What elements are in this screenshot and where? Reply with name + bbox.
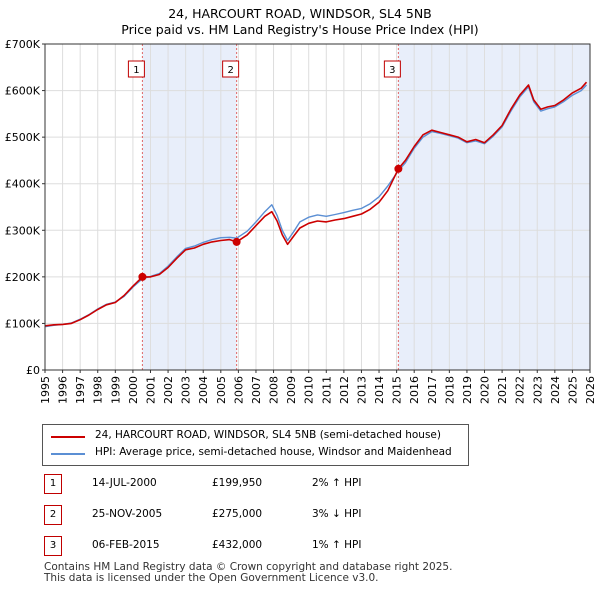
x-tick-label: 2002 xyxy=(162,376,175,404)
x-tick-label: 2015 xyxy=(391,376,404,404)
x-tick-label: 1999 xyxy=(109,376,122,404)
x-tick-label: 2008 xyxy=(268,376,281,404)
chart-subtitle: Price paid vs. HM Land Registry's House … xyxy=(121,22,479,37)
x-tick-label: 2024 xyxy=(549,376,562,404)
chart-title: 24, HARCOURT ROAD, WINDSOR, SL4 5NB xyxy=(168,6,432,21)
x-tick-label: 2001 xyxy=(144,376,157,404)
x-tick-label: 2017 xyxy=(426,376,439,404)
x-tick-label: 2007 xyxy=(250,376,263,404)
legend-swatch-hpi xyxy=(51,453,85,455)
y-tick-label: £500K xyxy=(5,131,41,144)
x-tick-label: 2006 xyxy=(232,376,245,404)
x-tick-label: 2013 xyxy=(355,376,368,404)
transaction-price: £199,950 xyxy=(212,477,263,489)
y-tick-label: £700K xyxy=(5,38,41,51)
x-tick-label: 2003 xyxy=(180,376,193,404)
x-tick-label: 2005 xyxy=(215,376,228,404)
x-tick-label: 1996 xyxy=(57,376,70,404)
transaction-date: 06-FEB-2015 xyxy=(92,539,160,551)
x-tick-label: 2014 xyxy=(373,376,386,404)
y-tick-label: £300K xyxy=(5,224,41,237)
transaction-point xyxy=(394,164,403,173)
y-tick-label: £0 xyxy=(26,364,40,377)
transaction-point xyxy=(138,272,147,281)
transaction-badge-marker: 2 xyxy=(222,60,240,78)
badge-box xyxy=(222,60,240,78)
badge-label: 3 xyxy=(389,65,395,76)
price-chart: 1 2 3 £0 £100K £200K £300K £400K £500K £600K £700… xyxy=(5,38,597,404)
x-tick-label: 2010 xyxy=(303,376,316,404)
transaction-badge: 1 xyxy=(44,474,62,494)
x-tick-label: 2011 xyxy=(320,376,333,404)
y-tick-label: £600K xyxy=(5,85,41,98)
footer-copyright: Contains HM Land Registry data © Crown c… xyxy=(44,561,453,573)
y-tick-label: £200K xyxy=(5,271,41,284)
x-tick-label: 2004 xyxy=(197,376,210,404)
x-tick-label: 2019 xyxy=(461,376,474,404)
badge-box xyxy=(383,60,401,78)
footer-licence: This data is licensed under the Open Gov… xyxy=(44,572,379,584)
x-tick-label: 2023 xyxy=(531,376,544,404)
transaction-badge-marker: 3 xyxy=(383,60,401,78)
transaction-date: 25-NOV-2005 xyxy=(92,508,163,520)
transaction-badge-marker: 1 xyxy=(127,60,145,78)
transaction-hpi: 3% ↓ HPI xyxy=(312,508,362,520)
transaction-date: 14-JUL-2000 xyxy=(92,477,157,489)
transaction-points xyxy=(138,164,403,281)
x-tick-label: 2012 xyxy=(338,376,351,404)
legend: 24, HARCOURT ROAD, WINDSOR, SL4 5NB (sem… xyxy=(42,424,469,466)
transaction-badges: 1 2 3 xyxy=(127,60,401,78)
x-tick-label: 2016 xyxy=(408,376,421,404)
transaction-badge: 2 xyxy=(44,505,62,525)
legend-label-property: 24, HARCOURT ROAD, WINDSOR, SL4 5NB (sem… xyxy=(95,429,441,441)
grid-lines xyxy=(44,43,591,371)
transaction-row: 2 25-NOV-2005 £275,000 3% ↓ HPI xyxy=(44,505,444,525)
transaction-badge: 3 xyxy=(44,536,62,556)
badge-label: 2 xyxy=(227,65,233,76)
x-tick-label: 2026 xyxy=(584,376,597,404)
x-tick-label: 2025 xyxy=(566,376,579,404)
x-tick-label: 2009 xyxy=(285,376,298,404)
transaction-price: £432,000 xyxy=(212,539,263,551)
transaction-row: 3 06-FEB-2015 £432,000 1% ↑ HPI xyxy=(44,536,444,556)
transaction-row: 1 14-JUL-2000 £199,950 2% ↑ HPI xyxy=(44,474,444,494)
x-tick-label: 1997 xyxy=(74,376,87,404)
axes: £0 £100K £200K £300K £400K £500K £600K £700K 199… xyxy=(5,38,597,404)
x-tick-label: 1998 xyxy=(92,376,105,404)
shaded-period xyxy=(142,44,237,370)
transaction-hpi: 2% ↑ HPI xyxy=(312,477,362,489)
legend-swatch-property xyxy=(51,436,85,438)
x-tick-label: 2021 xyxy=(496,376,509,404)
x-tick-label: 2018 xyxy=(443,376,456,404)
x-tick-label: 2020 xyxy=(479,376,492,404)
legend-label-hpi: HPI: Average price, semi-detached house,… xyxy=(95,446,452,458)
badge-box xyxy=(127,60,145,78)
shaded-period xyxy=(398,44,590,370)
x-tick-label: 2000 xyxy=(127,376,140,404)
plot-frame xyxy=(44,43,591,371)
y-tick-label: £400K xyxy=(5,178,41,191)
x-tick-label: 1995 xyxy=(39,376,52,404)
badge-label: 1 xyxy=(133,65,139,76)
x-tick-label: 2022 xyxy=(514,376,527,404)
transaction-point xyxy=(232,237,241,246)
transaction-price: £275,000 xyxy=(212,508,263,520)
y-tick-label: £100K xyxy=(5,317,41,330)
transaction-hpi: 1% ↑ HPI xyxy=(312,539,362,551)
